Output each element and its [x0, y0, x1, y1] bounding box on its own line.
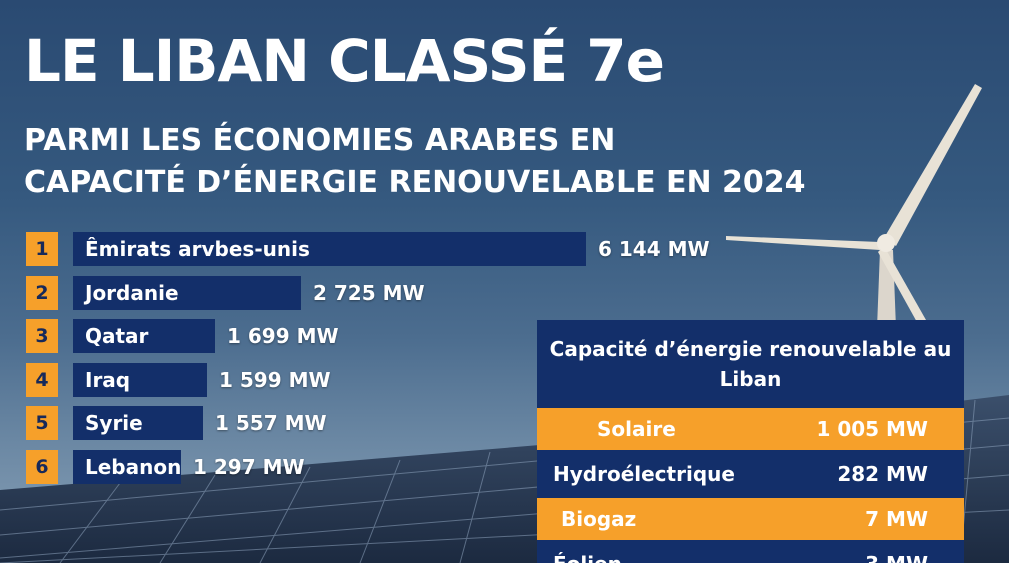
lebanon-capacity-table: Capacité d’énergie renouvelable au Liban…: [537, 320, 964, 563]
bar-category-label: Qatar: [85, 324, 149, 348]
bar: [73, 319, 215, 353]
energy-capacity-value: 1 005 MW: [816, 417, 928, 441]
headline-subtitle: PARMI LES ÉCONOMIES ARABES EN CAPACITÉ D…: [24, 120, 806, 204]
energy-source-label: Éolien: [553, 543, 622, 563]
rank-badge: 4: [26, 363, 58, 397]
rank-badge: 6: [26, 450, 58, 484]
rank-badge: 5: [26, 406, 58, 440]
energy-source-label: Hydroélectrique: [553, 462, 735, 486]
energy-capacity-value: 3 MW: [865, 543, 928, 563]
bar-category-label: Lebanon: [85, 455, 182, 479]
bar: [73, 232, 586, 266]
rank-badge: 1: [26, 232, 58, 266]
energy-capacity-value: 7 MW: [865, 507, 928, 531]
headline-subtitle-line2: CAPACITÉ D’ÉNERGIE RENOUVELABLE EN 2024: [24, 165, 806, 200]
lebanon-table-title: Capacité d’énergie renouvelable au Liban: [549, 337, 952, 391]
rank-badge: 2: [26, 276, 58, 310]
headline-subtitle-line1: PARMI LES ÉCONOMIES ARABES EN: [24, 123, 616, 158]
bar-value-label: 6 144 MW: [598, 237, 710, 261]
bar: [73, 276, 301, 310]
bar-value-label: 1 599 MW: [219, 368, 331, 392]
bar-value-label: 1 557 MW: [215, 411, 327, 435]
bar: [73, 406, 203, 440]
rank-badge: 3: [26, 319, 58, 353]
bar: [73, 450, 181, 484]
bar-value-label: 2 725 MW: [313, 281, 425, 305]
bar-value-label: 1 297 MW: [193, 455, 305, 479]
table-row: Hydroélectrique 282 MW: [537, 453, 964, 495]
bar-category-label: Êmirats arvbes-unis: [85, 237, 310, 261]
energy-capacity-value: 282 MW: [837, 462, 928, 486]
headline-title: LE LIBAN CLASSÉ 7e: [24, 27, 665, 95]
energy-source-label: Solaire: [597, 417, 676, 441]
bar-category-label: Syrie: [85, 411, 143, 435]
bar-category-label: Jordanie: [85, 281, 179, 305]
bar-value-label: 1 699 MW: [227, 324, 339, 348]
energy-source-label: Biogaz: [561, 507, 637, 531]
bar-category-label: Iraq: [85, 368, 131, 392]
table-row: Solaire 1 005 MW: [537, 408, 964, 450]
bar: [73, 363, 207, 397]
table-row: Éolien 3 MW: [537, 543, 964, 563]
table-row: Biogaz 7 MW: [537, 498, 964, 540]
